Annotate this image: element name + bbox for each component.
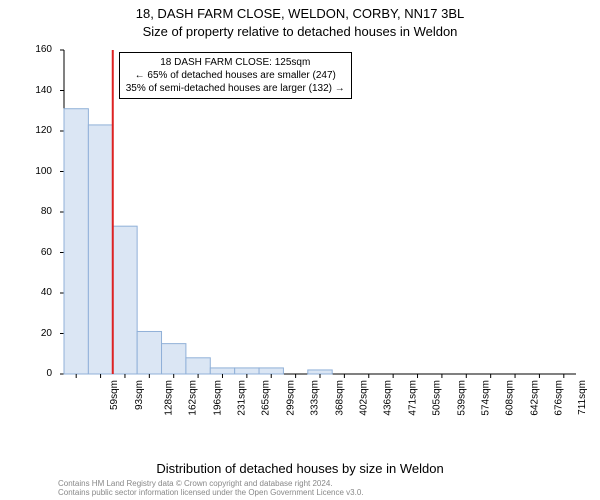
footer-attribution: Contains HM Land Registry data © Crown c… xyxy=(58,479,364,498)
annotation-line: 18 DASH FARM CLOSE: 125sqm xyxy=(126,56,345,69)
footer-line-2: Contains public sector information licen… xyxy=(58,488,364,498)
x-tick-label: 368sqm xyxy=(334,380,345,416)
y-tick-label: 80 xyxy=(22,206,52,217)
chart-svg xyxy=(58,44,582,418)
y-tick-label: 120 xyxy=(22,125,52,136)
annotation-line: 35% of semi-detached houses are larger (… xyxy=(126,82,345,95)
x-tick-label: 642sqm xyxy=(529,380,540,416)
chart-title-2: Size of property relative to detached ho… xyxy=(0,24,600,39)
annotation-box: 18 DASH FARM CLOSE: 125sqm← 65% of detac… xyxy=(119,52,352,99)
y-tick-label: 0 xyxy=(22,368,52,379)
x-tick-label: 471sqm xyxy=(407,380,418,416)
x-tick-label: 608sqm xyxy=(505,380,516,416)
chart-plot-area xyxy=(58,44,582,418)
x-tick-label: 93sqm xyxy=(134,380,145,410)
x-tick-label: 231sqm xyxy=(237,380,248,416)
y-tick-label: 140 xyxy=(22,85,52,96)
x-tick-label: 539sqm xyxy=(456,380,467,416)
y-tick-label: 100 xyxy=(22,166,52,177)
x-tick-label: 196sqm xyxy=(212,380,223,416)
y-tick-label: 60 xyxy=(22,247,52,258)
x-tick-label: 265sqm xyxy=(261,380,272,416)
x-tick-label: 574sqm xyxy=(480,380,491,416)
x-tick-label: 299sqm xyxy=(285,380,296,416)
annotation-line: ← 65% of detached houses are smaller (24… xyxy=(126,69,345,82)
x-tick-label: 505sqm xyxy=(432,380,443,416)
chart-title-1: 18, DASH FARM CLOSE, WELDON, CORBY, NN17… xyxy=(0,6,600,21)
x-tick-label: 436sqm xyxy=(383,380,394,416)
y-tick-label: 160 xyxy=(22,44,52,55)
x-tick-label: 333sqm xyxy=(310,380,321,416)
x-tick-label: 676sqm xyxy=(554,380,565,416)
x-tick-label: 402sqm xyxy=(359,380,370,416)
x-tick-label: 59sqm xyxy=(109,380,120,410)
footer-line-1: Contains HM Land Registry data © Crown c… xyxy=(58,479,364,489)
x-tick-label: 162sqm xyxy=(188,380,199,416)
x-axis-label: Distribution of detached houses by size … xyxy=(0,461,600,476)
x-tick-label: 128sqm xyxy=(164,380,175,416)
y-tick-label: 40 xyxy=(22,287,52,298)
x-tick-label: 711sqm xyxy=(577,380,588,415)
y-tick-label: 20 xyxy=(22,328,52,339)
